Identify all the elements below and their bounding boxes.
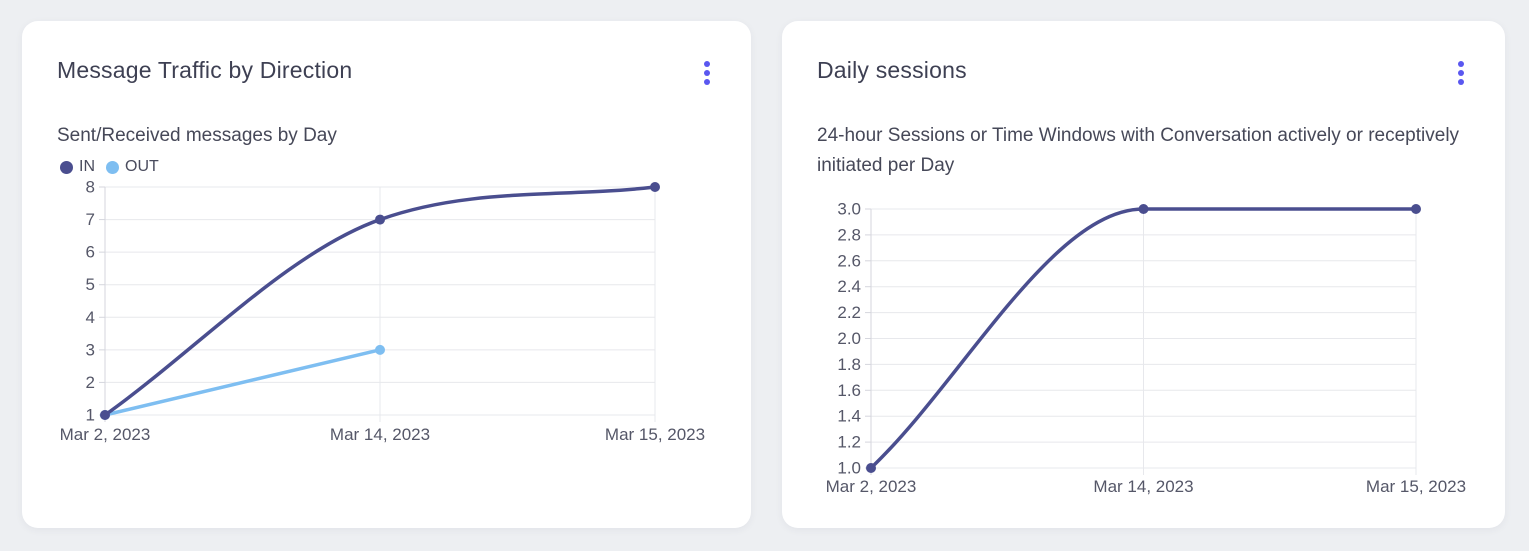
legend-label-out: OUT — [125, 158, 159, 175]
svg-text:3.0: 3.0 — [837, 200, 861, 219]
svg-text:Mar 14, 2023: Mar 14, 2023 — [1093, 477, 1193, 496]
chart-legend: IN OUT — [57, 158, 717, 176]
svg-text:1.2: 1.2 — [837, 433, 861, 452]
legend-label-in: IN — [79, 158, 95, 175]
card-title: Message Traffic by Direction — [57, 57, 353, 83]
card-subtitle: 24-hour Sessions or Time Windows with Co… — [817, 125, 1460, 176]
svg-text:4: 4 — [86, 308, 95, 327]
svg-text:8: 8 — [86, 178, 95, 197]
svg-text:1.6: 1.6 — [837, 381, 861, 400]
svg-text:2.2: 2.2 — [837, 303, 861, 322]
svg-text:Mar 2, 2023: Mar 2, 2023 — [826, 477, 917, 496]
card-title: Daily sessions — [817, 57, 967, 83]
svg-text:1.0: 1.0 — [837, 459, 861, 478]
legend-item-in[interactable]: IN — [60, 158, 95, 176]
message-traffic-card: Message Traffic by Direction Sent/Receiv… — [22, 21, 751, 528]
kebab-menu-icon — [704, 70, 710, 76]
daily-sessions-card: Daily sessions 24-hour Sessions or Time … — [782, 21, 1505, 528]
svg-text:3: 3 — [86, 340, 95, 359]
svg-text:5: 5 — [86, 275, 95, 294]
svg-text:1: 1 — [86, 406, 95, 425]
svg-text:2.6: 2.6 — [837, 251, 861, 270]
legend-dot-out-icon — [106, 160, 119, 174]
svg-text:2.8: 2.8 — [837, 225, 861, 244]
legend-item-out[interactable]: OUT — [106, 158, 159, 176]
card-menu-button[interactable] — [1447, 55, 1475, 91]
card-header: Daily sessions — [817, 55, 1471, 91]
svg-text:2.4: 2.4 — [837, 277, 861, 296]
card-subtitle: Sent/Received messages by Day — [57, 125, 337, 146]
svg-text:2.0: 2.0 — [837, 329, 861, 348]
svg-text:Mar 2, 2023: Mar 2, 2023 — [60, 425, 151, 444]
svg-text:Mar 14, 2023: Mar 14, 2023 — [330, 425, 430, 444]
svg-text:1.8: 1.8 — [837, 355, 861, 374]
card-header: Message Traffic by Direction — [57, 55, 717, 91]
legend-dot-in-icon — [60, 160, 73, 174]
svg-text:6: 6 — [86, 243, 95, 262]
card-menu-button[interactable] — [693, 55, 721, 91]
svg-text:7: 7 — [86, 210, 95, 229]
kebab-menu-icon — [1458, 70, 1464, 76]
svg-text:2: 2 — [86, 373, 95, 392]
svg-text:Mar 15, 2023: Mar 15, 2023 — [1366, 477, 1466, 496]
svg-text:Mar 15, 2023: Mar 15, 2023 — [605, 425, 705, 444]
svg-text:1.4: 1.4 — [837, 407, 861, 426]
